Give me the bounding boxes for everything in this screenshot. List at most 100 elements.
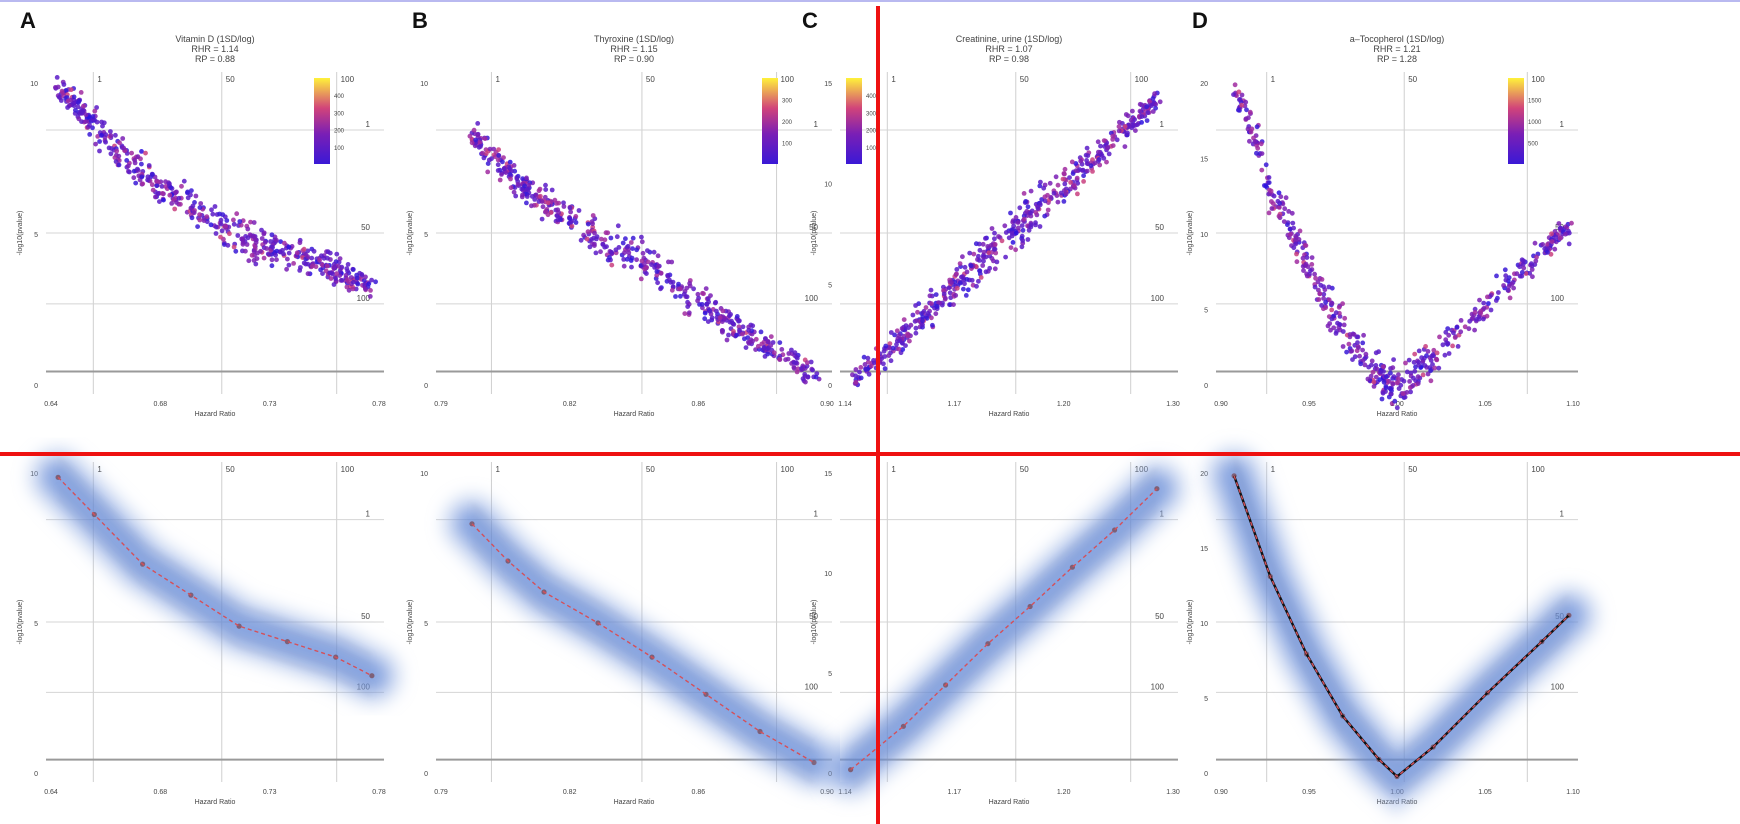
scatter-point (927, 293, 933, 299)
scatter-point (246, 258, 252, 264)
threshold-label: 100 (1151, 294, 1165, 303)
scatter-point (925, 311, 931, 316)
scatter-point (720, 329, 725, 335)
scatter-point (1293, 237, 1298, 243)
scatter-point (1552, 229, 1558, 234)
scatter-point (1116, 128, 1122, 134)
scatter-point (1355, 340, 1360, 345)
top-tick-label: 50 (646, 465, 655, 474)
scatter-point (317, 257, 322, 263)
x-tick-label: 1.20 (1057, 401, 1071, 408)
scatter-point (1428, 368, 1433, 374)
scatter-point (1507, 295, 1513, 301)
scatter-point (224, 218, 230, 223)
panel-stat-A-0: RHR = 1.14 (191, 44, 238, 54)
scatter-point (649, 262, 654, 267)
scatter-point (630, 246, 635, 252)
scatter-point (976, 278, 981, 284)
scatter-point (520, 192, 525, 198)
scatter-point (284, 266, 289, 272)
scatter-point (254, 256, 260, 261)
colorbar-tick-label: 200 (782, 120, 793, 126)
scatter-point (209, 207, 214, 213)
scatter-point (1352, 354, 1358, 360)
scatter-point (1157, 99, 1163, 105)
scatter-point (310, 263, 315, 269)
x-tick-label: 1.30 (1166, 789, 1180, 796)
scatter-point (489, 156, 494, 162)
panel-stat-D-0: RHR = 1.21 (1373, 44, 1420, 54)
scatter-point (240, 240, 246, 245)
scatter-point (1276, 190, 1282, 196)
scatter-points (850, 90, 1163, 388)
red-trend-line (850, 488, 1158, 771)
scatter-point (1511, 285, 1516, 291)
threshold-label: 1 (1160, 120, 1165, 129)
scatter-point (992, 230, 997, 236)
scatter-point (1549, 239, 1555, 244)
scatter-points (467, 121, 822, 385)
scatter-point (1110, 143, 1116, 149)
scatter-point (1252, 139, 1258, 144)
scatter-point (1290, 220, 1296, 226)
scatter-point (1015, 225, 1021, 231)
scatter-point (592, 230, 597, 236)
scatter-point (259, 227, 264, 233)
scatter-point (350, 286, 356, 292)
scatter-point (991, 246, 997, 252)
scatter-point (920, 318, 925, 324)
scatter-point (1388, 391, 1394, 397)
scatter-point (1002, 223, 1008, 229)
colorbar-tick-label: 100 (866, 146, 877, 152)
scatter-point (1073, 168, 1079, 174)
scatter-point (937, 300, 942, 306)
scatter-point (1445, 326, 1451, 331)
scatter-point (532, 197, 538, 202)
scatter-point (103, 139, 108, 145)
scatter-point (894, 342, 899, 347)
scatter-point (771, 350, 777, 356)
scatter-point (1080, 167, 1086, 173)
scatter-point (1327, 321, 1333, 326)
scatter-point (1236, 107, 1241, 113)
x-tick-label: 1.05 (1478, 789, 1492, 796)
scatter-point (943, 295, 948, 301)
x-tick-label: 0.82 (563, 401, 577, 408)
scatter-point (1548, 251, 1554, 257)
scatter-point (1232, 82, 1238, 88)
scatter-point (967, 250, 973, 256)
scatter-point (983, 269, 989, 275)
scatter-point (1472, 327, 1477, 333)
scatter-point (724, 337, 730, 343)
scatter-point (1245, 126, 1251, 132)
scatter-point (654, 272, 660, 278)
scatter-point (567, 205, 573, 211)
scatter-point (921, 308, 927, 314)
scatter-point (297, 240, 303, 246)
scatter-point (549, 187, 555, 193)
scatter-point (320, 271, 325, 276)
scatter-point (951, 302, 956, 307)
scatter-point (1047, 180, 1053, 186)
scatter-point (651, 249, 657, 255)
scatter-point (129, 150, 135, 156)
scatter-point (285, 256, 290, 262)
scatter-point (669, 287, 675, 293)
scatter-point (248, 219, 253, 225)
scatter-point (1412, 351, 1418, 357)
scatter-point (179, 183, 184, 189)
scatter-point (204, 214, 210, 220)
scatter-point (174, 189, 179, 195)
y-axis-label: -log10(pvalue) (1187, 600, 1194, 645)
scatter-point (212, 204, 218, 209)
scatter-point (301, 246, 307, 252)
scatter-point (309, 255, 315, 261)
scatter-point (1243, 116, 1249, 122)
scatter-point (1347, 332, 1353, 337)
scatter-point (934, 304, 939, 309)
scatter-point (941, 291, 947, 297)
x-tick-label: 0.86 (692, 401, 706, 408)
scatter-point (890, 345, 896, 351)
scatter-point (765, 351, 771, 357)
scatter-point (727, 313, 732, 319)
